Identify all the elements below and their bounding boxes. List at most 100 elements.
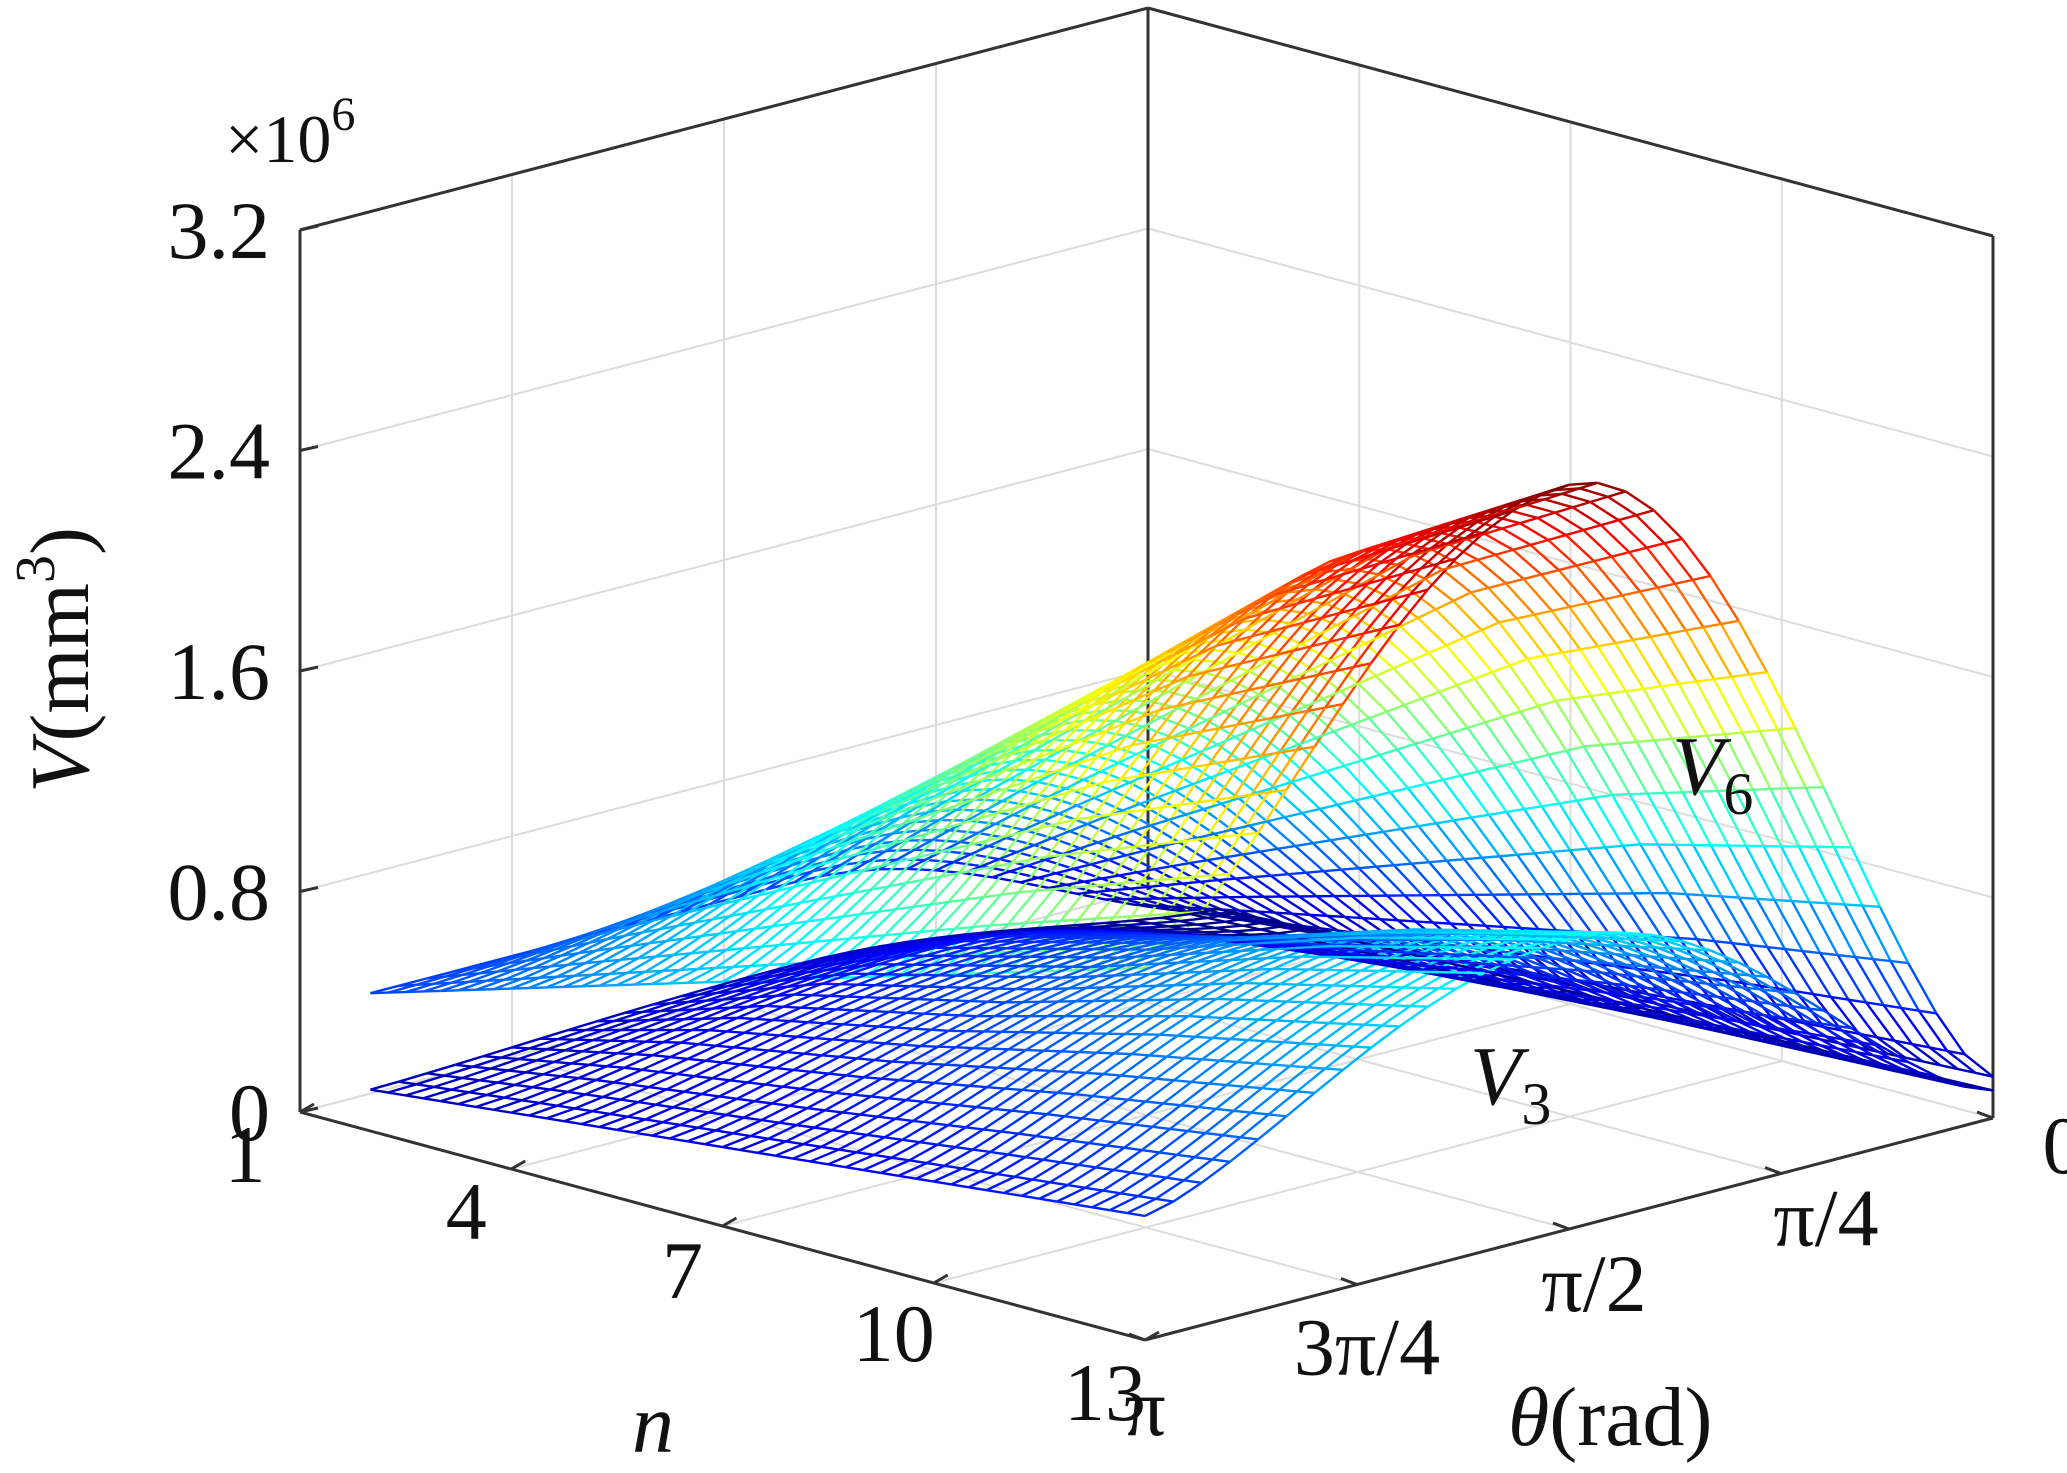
- mesh-segment: [1650, 955, 1669, 959]
- mesh-segment: [1791, 1029, 1810, 1035]
- mesh-segment: [455, 967, 473, 973]
- mesh-segment: [1133, 916, 1163, 922]
- mesh-segment: [1861, 905, 1892, 962]
- mesh-segment: [529, 946, 548, 953]
- mesh-segment: [1152, 682, 1172, 693]
- mesh-segment: [1624, 690, 1656, 741]
- mesh-segment: [916, 986, 946, 1001]
- mesh-segment: [1207, 856, 1226, 862]
- mesh-segment: [1101, 931, 1119, 935]
- mesh-segment: [1901, 1067, 1920, 1074]
- mesh-segment: [1365, 830, 1384, 836]
- mesh-segment: [892, 946, 911, 951]
- mesh-segment: [1055, 872, 1085, 883]
- mesh-segment: [1363, 627, 1383, 635]
- mesh-segment: [620, 1018, 650, 1032]
- mesh-segment: [1214, 926, 1233, 933]
- mesh-segment: [1191, 970, 1221, 986]
- mesh-segment: [1798, 1019, 1828, 1038]
- mesh-segment: [1137, 737, 1168, 777]
- mesh-segment: [1311, 659, 1331, 671]
- mesh-segment: [1340, 682, 1359, 693]
- mesh-segment: [1918, 1009, 1937, 1015]
- mesh-segment: [440, 1091, 470, 1103]
- mesh-segment: [1438, 691, 1469, 729]
- mesh-segment: [1273, 911, 1304, 928]
- mesh-segment: [936, 898, 967, 932]
- mesh-segment: [1214, 924, 1244, 930]
- mesh-segment: [1313, 1069, 1344, 1094]
- mesh-segment: [1582, 745, 1614, 796]
- mesh-segment: [834, 1076, 865, 1094]
- mesh-segment: [1255, 934, 1274, 939]
- mesh-segment: [1361, 949, 1380, 953]
- mesh-segment: [542, 1062, 572, 1076]
- mesh-segment: [722, 883, 752, 905]
- mesh-segment: [1653, 977, 1684, 994]
- mesh-segment: [811, 830, 830, 841]
- mesh-segment: [899, 948, 918, 954]
- mesh-segment: [1731, 673, 1750, 678]
- mesh-segment: [1483, 509, 1514, 534]
- mesh-segment: [1534, 609, 1553, 616]
- mesh-segment: [1297, 934, 1316, 938]
- mesh-segment: [697, 949, 727, 970]
- mesh-segment: [1689, 980, 1708, 985]
- mesh-segment: [1124, 880, 1142, 885]
- mesh-segment: [1709, 949, 1740, 964]
- mesh-segment: [1492, 981, 1511, 987]
- mesh-segment: [648, 939, 667, 945]
- mesh-segment: [1300, 1022, 1330, 1045]
- mesh-segment: [1519, 516, 1538, 525]
- mesh-segment: [1304, 697, 1324, 708]
- mesh-segment: [753, 1085, 784, 1103]
- mesh-segment: [817, 895, 836, 901]
- mesh-segment: [1311, 668, 1342, 693]
- mesh-segment: [1011, 744, 1031, 755]
- mesh-segment: [976, 865, 995, 872]
- mesh-segment: [1142, 716, 1162, 728]
- mesh-segment: [1167, 680, 1187, 693]
- mesh-segment: [981, 858, 1000, 868]
- mesh-segment: [894, 878, 925, 911]
- mesh-segment: [1075, 708, 1105, 716]
- mesh-segment: [1340, 868, 1371, 897]
- mesh-segment: [1476, 946, 1506, 961]
- mesh-segment: [1237, 968, 1256, 972]
- mesh-segment: [493, 1099, 523, 1111]
- mesh-segment: [910, 944, 929, 949]
- mesh-segment: [500, 955, 519, 962]
- mesh-segment: [1485, 982, 1504, 989]
- mesh-segment: [1106, 698, 1137, 732]
- mesh-segment: [1453, 816, 1472, 822]
- mesh-segment: [1068, 698, 1087, 710]
- mesh-segment: [888, 798, 907, 809]
- mesh-segment: [1123, 1125, 1154, 1149]
- mesh-segment: [1166, 1035, 1196, 1058]
- mesh-segment: [1495, 761, 1514, 769]
- mesh-segment: [1206, 710, 1225, 722]
- mesh-segment: [1113, 744, 1133, 753]
- mesh-segment: [1159, 877, 1178, 882]
- mesh-segment: [1043, 768, 1062, 777]
- mesh-segment: [574, 1028, 604, 1041]
- mesh-segment: [1333, 932, 1351, 937]
- mesh-segment: [1608, 689, 1627, 695]
- mesh-segment: [1819, 952, 1850, 1001]
- mesh-segment: [458, 988, 477, 992]
- mesh-segment: [926, 1046, 957, 1065]
- mesh-segment: [1481, 621, 1500, 632]
- mesh-segment: [1446, 858, 1465, 862]
- mesh-segment: [909, 1045, 939, 1064]
- mesh-segment: [1830, 1052, 1849, 1059]
- mesh-segment: [845, 848, 876, 876]
- mesh-segment: [1257, 789, 1288, 834]
- mesh-segment: [581, 984, 600, 988]
- mesh-segment: [1295, 841, 1314, 848]
- mesh-segment: [977, 947, 1006, 958]
- mesh-segment: [1301, 807, 1321, 815]
- mesh-segment: [641, 915, 671, 934]
- mesh-segment: [707, 930, 738, 953]
- mesh-segment: [736, 908, 766, 933]
- mesh-segment: [1756, 1023, 1786, 1040]
